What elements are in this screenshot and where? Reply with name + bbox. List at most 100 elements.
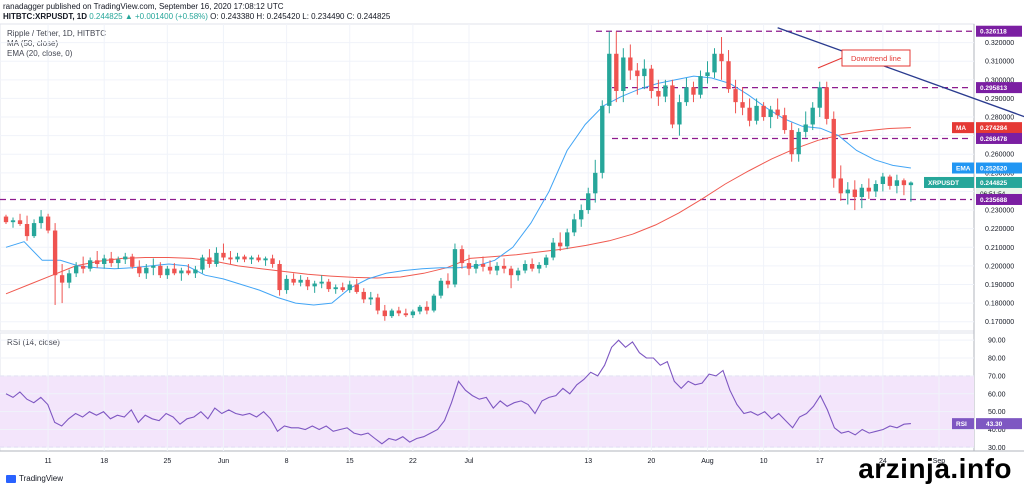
candle-body [782,115,787,131]
price-tick-label: 0.190000 [985,282,1014,289]
time-tick-label: 10 [760,458,768,465]
candle-body [347,284,352,291]
candle-body [151,265,156,268]
candle-body [761,105,766,118]
candle-body [586,193,591,211]
candle-body [200,257,205,270]
time-tick-label: 22 [409,458,417,465]
price-tick-label: 0.250000 [985,170,1014,177]
candle-body [263,258,268,261]
candle-body [824,87,829,119]
candle-body [852,189,857,198]
candle-body [558,242,563,247]
tag-level-mid: 0.268478 [980,136,1007,143]
time-tick-label: 25 [163,458,171,465]
candle-body [487,266,493,271]
price-tick-label: 0.320000 [985,40,1014,47]
candle-body [277,264,282,291]
candle-body [831,118,836,179]
tag-ema-label-bg [952,162,974,174]
candle-body [95,260,100,265]
rsi-tick-label: 80.00 [988,356,1006,363]
candle-body [312,283,317,287]
candle-body [845,189,850,194]
candle-body [431,295,437,311]
price-tick-label: 0.200000 [985,263,1014,270]
rsi-tick-label: 60.00 [988,391,1006,398]
candle-body [102,258,107,265]
candle-body [838,178,843,194]
ma50-line [5,127,911,295]
price-tick-label: 0.230000 [985,208,1014,215]
candle-body [24,224,30,237]
price-tick-label: 0.310000 [985,59,1014,66]
candle-body [214,252,219,265]
price-tick-label: 0.210000 [985,245,1014,252]
candle-body [73,265,79,274]
tag-rsi-value: 43.30 [986,421,1003,428]
candle-body [642,68,647,77]
symbol-quote-line: HITBTC:XRPUSDT, 1D 0.244825 ▲ +0.001400 … [3,12,390,21]
candle-body [473,264,479,269]
tag-rsi-value-bg [976,418,1022,430]
price-tick-label: 0.300000 [985,77,1014,84]
candle-body [887,176,893,186]
candle-body [705,72,710,77]
candle-body [172,268,177,274]
candle-body [908,182,914,186]
time-tick-label: Aug [701,458,714,465]
candle-body [621,57,626,91]
candle-body [396,310,402,314]
brand-label: TradingView [19,474,64,483]
candle-body [165,268,170,276]
candle-body [810,107,815,125]
candle-body [59,275,65,283]
candle-body [38,216,44,224]
candle-body [768,109,773,118]
price-tick-label: 0.220000 [985,226,1014,233]
candle-body [80,265,86,269]
annotation-text: Downtrend line [851,54,901,63]
tag-ema-value-bg [976,162,1022,174]
candle-body [3,216,9,223]
tag-last-price-bg [976,176,1022,188]
site-watermark: arzinja.info [858,453,1012,484]
candle-body [628,57,633,71]
candle-body [130,256,135,267]
candle-body [901,180,907,186]
candle-body [691,87,696,95]
candle-body [873,184,879,192]
tag-ma-label-bg [952,122,974,134]
rsi-tick-label: 40.00 [988,427,1006,434]
ema20-line [5,75,911,306]
candle-body [614,53,619,91]
tag-symbol: XRPUSDT [928,180,959,187]
time-tick-label: 17 [816,458,824,465]
candle-body [193,269,198,274]
tradingview-logo[interactable]: TradingView [6,474,63,483]
tag-level-mid-bg [976,132,1022,144]
candle-body [333,287,338,290]
time-tick-label: Sep [933,458,946,465]
candle-body [550,242,556,258]
candle-body [17,220,23,225]
candle-body [10,220,16,223]
tag-resistance-mid-bg [976,82,1022,94]
candle-body [340,287,345,291]
candle-body [31,223,37,237]
downtrend-annotation: Downtrend line [817,49,911,69]
candle-body [593,172,598,194]
candle-body [45,216,51,231]
candle-body [894,180,900,186]
tag-ma-label: MA [956,125,966,132]
candle-body [186,270,191,274]
time-tick-label: 11 [44,458,51,465]
candle-body [326,281,331,290]
candle-body [698,76,703,95]
rsi-tick-label: 30.00 [988,445,1006,452]
candle-body [452,249,458,285]
time-tick-label: Jul [465,458,474,465]
tag-ema-value: 0.252620 [980,166,1007,173]
ma-legend: MA (50, close) [7,39,59,48]
